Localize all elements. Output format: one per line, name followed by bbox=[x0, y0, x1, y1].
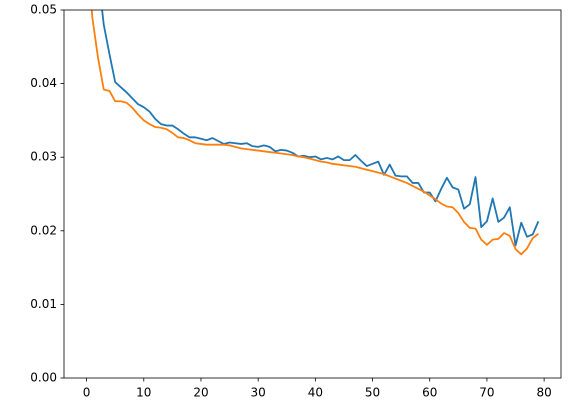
y-tick-label: 0.00 bbox=[30, 371, 57, 385]
x-tick-label: 30 bbox=[251, 386, 266, 400]
y-tick-label: 0.01 bbox=[30, 297, 57, 311]
data-line bbox=[101, 10, 540, 247]
y-tick-label: 0.02 bbox=[30, 223, 57, 237]
y-tick-label: 0.04 bbox=[30, 76, 57, 90]
plot-area bbox=[90, 10, 540, 256]
x-tick-label: 10 bbox=[136, 386, 151, 400]
y-tick-label: 0.05 bbox=[30, 3, 57, 17]
x-tick-label: 50 bbox=[365, 386, 380, 400]
y-tick-label: 0.03 bbox=[30, 150, 57, 164]
x-tick-label: 40 bbox=[308, 386, 323, 400]
x-tick-label: 70 bbox=[479, 386, 494, 400]
x-tick-label: 60 bbox=[422, 386, 437, 400]
data-line bbox=[90, 10, 539, 256]
x-tick-label: 80 bbox=[536, 386, 551, 400]
axes-frame bbox=[63, 9, 562, 379]
x-tick-label: 20 bbox=[193, 386, 208, 400]
x-tick-label: 0 bbox=[83, 386, 91, 400]
